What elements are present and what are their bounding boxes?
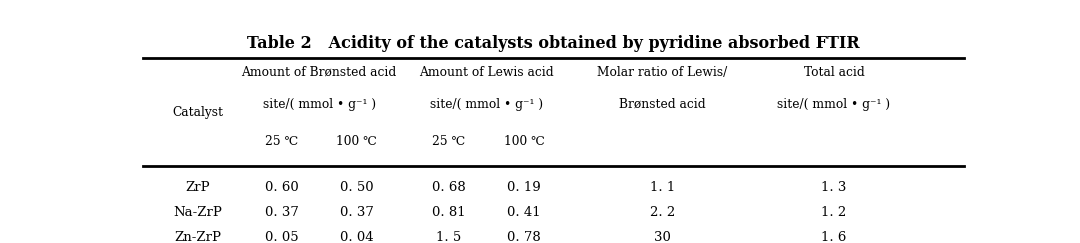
Text: 1. 6: 1. 6 [821,231,847,243]
Text: site/( mmol • g⁻¹ ): site/( mmol • g⁻¹ ) [778,97,890,111]
Text: Na-ZrP: Na-ZrP [173,206,222,219]
Text: Molar ratio of Lewis/: Molar ratio of Lewis/ [597,66,728,79]
Text: 0. 19: 0. 19 [508,181,541,194]
Text: 1. 2: 1. 2 [821,206,847,219]
Text: 1. 5: 1. 5 [436,231,461,243]
Text: 1. 3: 1. 3 [821,181,847,194]
Text: 0. 04: 0. 04 [340,231,374,243]
Text: 100 ℃: 100 ℃ [503,135,544,148]
Text: Zn-ZrP: Zn-ZrP [174,231,221,243]
Text: 0. 78: 0. 78 [508,231,541,243]
Text: 0. 81: 0. 81 [432,206,465,219]
Text: 100 ℃: 100 ℃ [336,135,377,148]
Text: Brønsted acid: Brønsted acid [619,97,705,111]
Text: 0. 60: 0. 60 [265,181,298,194]
Text: site/( mmol • g⁻¹ ): site/( mmol • g⁻¹ ) [430,97,543,111]
Text: 25 ℃: 25 ℃ [265,135,298,148]
Text: 1. 1: 1. 1 [650,181,675,194]
Text: 0. 50: 0. 50 [340,181,374,194]
Text: 2. 2: 2. 2 [650,206,675,219]
Text: Amount of Lewis acid: Amount of Lewis acid [419,66,554,79]
Text: 0. 37: 0. 37 [340,206,374,219]
Text: site/( mmol • g⁻¹ ): site/( mmol • g⁻¹ ) [262,97,376,111]
Text: Amount of Brønsted acid: Amount of Brønsted acid [242,66,396,79]
Text: ZrP: ZrP [186,181,211,194]
Text: 25 ℃: 25 ℃ [432,135,465,148]
Text: Catalyst: Catalyst [173,106,224,119]
Text: 0. 05: 0. 05 [265,231,298,243]
Text: 0. 68: 0. 68 [432,181,465,194]
Text: 0. 37: 0. 37 [265,206,298,219]
Text: Table 2   Acidity of the catalysts obtained by pyridine absorbed FTIR: Table 2 Acidity of the catalysts obtaine… [247,35,860,52]
Text: 30: 30 [653,231,671,243]
Text: 0. 41: 0. 41 [508,206,541,219]
Text: Total acid: Total acid [804,66,864,79]
